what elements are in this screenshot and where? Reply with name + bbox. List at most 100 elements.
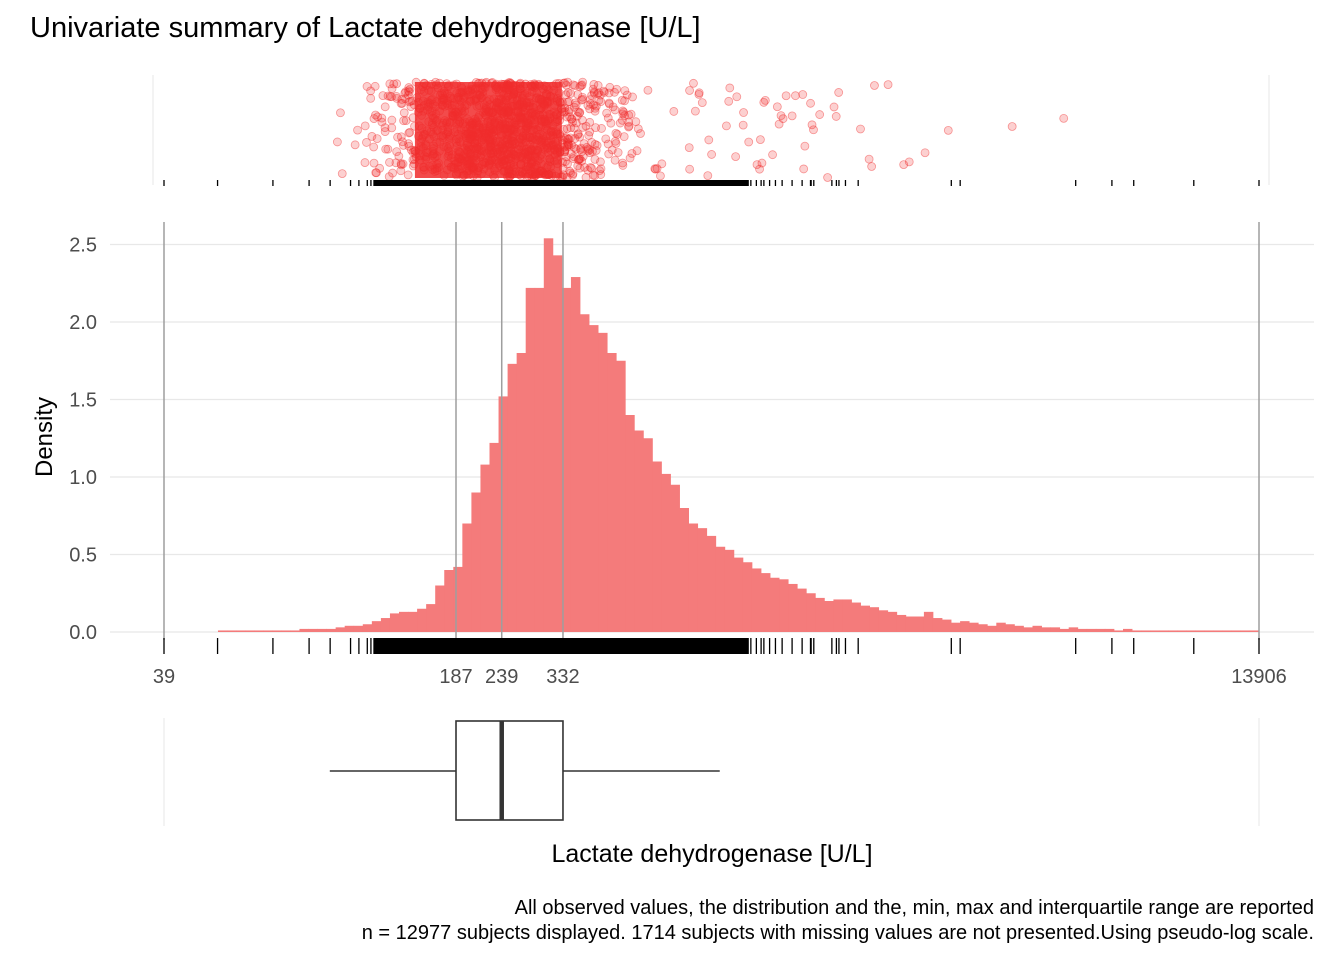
jitter-point: [404, 139, 413, 149]
jitter-point: [625, 153, 635, 163]
jitter-point: [562, 80, 571, 90]
jitter-point: [624, 122, 633, 132]
jitter-point: [576, 145, 585, 154]
jitter-point: [570, 81, 580, 91]
jitter-point: [564, 140, 574, 150]
jitter-point: [396, 159, 406, 169]
jitter-point: [1059, 113, 1069, 123]
histogram-bar: [263, 630, 273, 632]
jitter-point: [577, 95, 586, 105]
histogram-bar: [1168, 630, 1178, 632]
jitter-point: [612, 130, 622, 139]
histogram-bar: [996, 622, 1006, 632]
histogram-bar: [218, 630, 228, 632]
jitter-point: [657, 159, 667, 169]
jitter-point: [800, 141, 810, 151]
jitter-point: [564, 107, 574, 116]
histogram-bar: [869, 607, 880, 632]
jitter-point: [561, 152, 571, 162]
histogram-bar: [951, 622, 961, 632]
y-tick-label: 1.0: [69, 467, 97, 489]
jitter-point: [584, 131, 594, 140]
jitter-point: [406, 145, 416, 155]
jitter-point: [588, 147, 597, 156]
caption-line-2: n = 12977 subjects displayed. 1714 subje…: [361, 922, 1314, 944]
jitter-point: [577, 156, 587, 166]
jitter-point: [583, 165, 593, 175]
jitter-point: [370, 81, 380, 91]
jitter-point: [565, 166, 575, 176]
jitter-point: [591, 123, 601, 133]
jitter-point: [583, 144, 593, 154]
histogram-bar: [453, 566, 463, 632]
jitter-point: [575, 154, 585, 164]
jitter-point: [585, 145, 595, 155]
histogram-bar: [389, 613, 400, 632]
histogram-bar: [380, 618, 391, 632]
jitter-point: [731, 152, 741, 162]
jitter-point: [563, 139, 573, 148]
jitter-point: [697, 98, 707, 107]
histogram-bar: [770, 577, 780, 632]
jitter-point: [610, 87, 619, 97]
jitter-point: [617, 115, 627, 125]
jitter-point: [652, 164, 662, 173]
histogram-bar: [371, 621, 382, 632]
jitter-point: [562, 133, 571, 142]
jitter-point: [831, 112, 841, 121]
y-axis-label: Density: [31, 397, 58, 477]
jitter-point: [732, 92, 742, 102]
jitter-point: [587, 163, 596, 173]
jitter-point: [586, 99, 595, 109]
jitter-point: [373, 112, 382, 122]
jitter-point: [768, 150, 777, 160]
histogram-bar: [1123, 628, 1133, 632]
jitter-point: [883, 80, 893, 90]
jitter-point: [622, 90, 632, 100]
jitter-point: [704, 135, 714, 145]
jitter-point: [562, 112, 572, 122]
jitter-point: [378, 91, 388, 101]
jitter-point: [778, 114, 788, 124]
histogram-bar: [1231, 630, 1242, 632]
histogram-bar: [543, 238, 554, 633]
jitter-point: [566, 168, 575, 178]
y-tick-label: 0.0: [69, 622, 97, 644]
jitter-point: [759, 97, 769, 107]
jitter-point: [620, 86, 630, 95]
histogram-bar: [1186, 630, 1196, 632]
histogram-bars: [218, 238, 1260, 633]
jitter-point: [399, 116, 409, 126]
jitter-point: [563, 88, 573, 97]
jitter-point: [403, 86, 413, 96]
jitter-point: [615, 118, 625, 128]
jitter-point: [590, 103, 600, 113]
jitter-point: [569, 143, 579, 152]
jitter-point: [632, 146, 642, 156]
histogram-bar: [308, 628, 318, 632]
jitter-point: [620, 111, 629, 120]
histogram-bar: [589, 325, 599, 632]
jitter-point: [573, 161, 583, 171]
histogram-bar: [960, 621, 970, 632]
x-axis-label: Lactate dehydrogenase [U/L]: [551, 840, 872, 868]
jitter-dense-core: [414, 82, 562, 178]
jitter-point: [591, 101, 601, 111]
jitter-point: [350, 140, 360, 150]
y-tick-labels: 0.0 0.5 1.0 1.5 2.0 2.5: [69, 235, 97, 645]
jitter-point: [563, 159, 572, 169]
jitter-point: [570, 98, 580, 108]
jitter-point: [569, 123, 579, 133]
jitter-point: [610, 155, 620, 165]
histogram-bar: [797, 588, 807, 632]
jitter-point: [636, 129, 645, 138]
jitter-point: [398, 159, 408, 169]
histogram-bar: [489, 442, 499, 632]
histogram-bar: [1150, 630, 1160, 632]
jitter-point: [669, 107, 679, 116]
histogram-bar: [969, 622, 979, 632]
histogram-bar: [299, 628, 309, 632]
jitter-point: [611, 139, 621, 148]
jitter-point: [563, 77, 573, 87]
jitter-point: [380, 102, 390, 112]
